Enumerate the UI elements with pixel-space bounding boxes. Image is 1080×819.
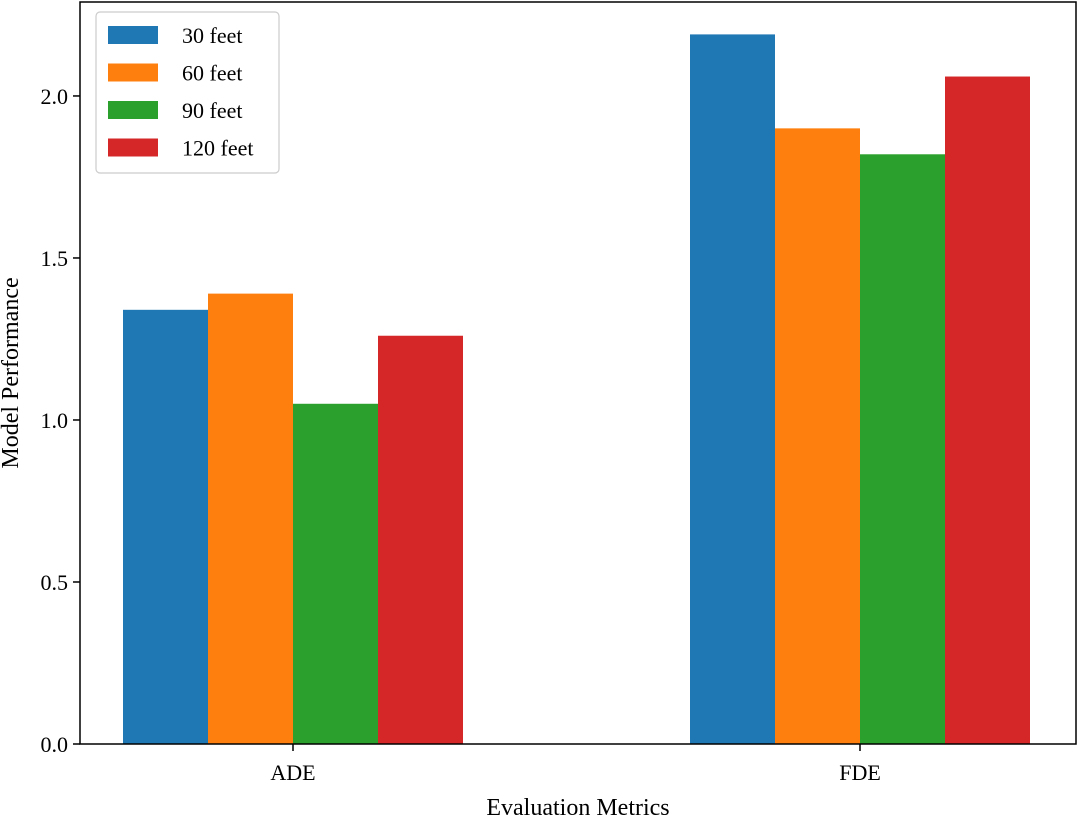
legend-swatch-90-feet — [108, 101, 158, 119]
y-tick-label: 1.5 — [41, 246, 69, 271]
legend-label-120-feet: 120 feet — [182, 136, 253, 161]
legend-frame — [95, 11, 280, 174]
y-tick-label: 1.0 — [41, 408, 69, 433]
x-axis-label: Evaluation Metrics — [486, 795, 669, 819]
bar-30-feet-ADE — [123, 309, 208, 744]
bar-90-feet-ADE — [293, 403, 378, 744]
legend: 30 feet 60 feet 90 feet 120 feet — [95, 11, 280, 174]
bars-group — [123, 34, 1030, 745]
bar-90-feet-FDE — [860, 154, 945, 744]
bar-30-feet-FDE — [690, 34, 775, 745]
bar-120-feet-ADE — [378, 335, 463, 744]
bar-60-feet-FDE — [775, 128, 860, 744]
y-axis-ticks: 0.0 0.5 1.0 1.5 2.0 — [41, 84, 80, 757]
bar-60-feet-ADE — [208, 293, 293, 744]
legend-swatch-120-feet — [108, 138, 158, 157]
legend-swatch-60-feet — [108, 63, 158, 82]
y-tick-label: 0.0 — [41, 732, 69, 757]
bar-120-feet-FDE — [945, 76, 1030, 744]
x-tick-label-FDE: FDE — [839, 760, 881, 785]
x-axis-ticks: ADE FDE — [270, 744, 881, 785]
legend-label-30-feet: 30 feet — [182, 23, 242, 48]
y-tick-label: 2.0 — [41, 84, 69, 109]
y-tick-label: 0.5 — [41, 570, 69, 595]
x-tick-label-ADE: ADE — [270, 760, 315, 785]
axes-frame — [79, 1, 1077, 745]
legend-swatch-30-feet — [108, 26, 158, 44]
legend-label-60-feet: 60 feet — [182, 61, 242, 86]
y-axis-label: Model Performance — [0, 277, 24, 468]
legend-label-90-feet: 90 feet — [182, 98, 242, 123]
